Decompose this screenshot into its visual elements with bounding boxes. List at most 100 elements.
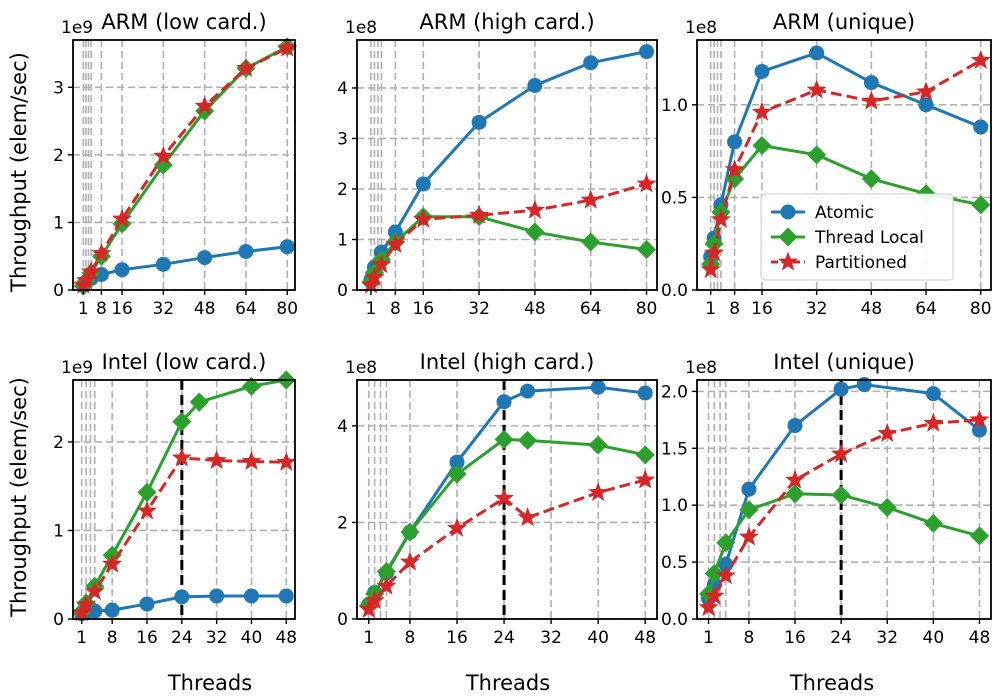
- data-point: [727, 134, 743, 150]
- data-point: [590, 379, 606, 395]
- y-tick-label: 0: [53, 281, 64, 301]
- y-tick-label: 2: [53, 433, 64, 453]
- plot-frame: [356, 379, 658, 620]
- data-point: [637, 385, 653, 401]
- data-point: [194, 95, 215, 115]
- data-point: [639, 44, 655, 60]
- data-point: [81, 261, 102, 281]
- y-tick-label: 2: [53, 146, 64, 166]
- data-point: [112, 208, 133, 228]
- data-point: [635, 469, 656, 489]
- data-point: [413, 208, 434, 228]
- series-line: [369, 215, 647, 283]
- y-tick-label: 4: [337, 79, 348, 99]
- y-tick-label: 0: [337, 281, 348, 301]
- x-tick-label: 48: [524, 299, 546, 319]
- data-point: [863, 75, 879, 91]
- data-point: [700, 259, 721, 279]
- x-tick-label: 16: [111, 299, 133, 319]
- data-point: [524, 199, 545, 219]
- axis-scale-label: 1e8: [685, 18, 717, 38]
- data-point: [447, 464, 467, 484]
- data-point: [371, 254, 392, 274]
- y-tick-label: 2: [337, 513, 348, 533]
- data-point: [698, 597, 719, 617]
- x-axis-label: Threads: [465, 671, 550, 695]
- x-tick-label: 32: [806, 299, 828, 319]
- data-point: [704, 585, 725, 605]
- data-point: [923, 513, 943, 533]
- x-tick-label: 32: [468, 299, 490, 319]
- y-tick-label: 3: [53, 78, 64, 98]
- x-tick-label: 64: [915, 299, 937, 319]
- plot-frame: [696, 379, 992, 620]
- x-tick-label: 32: [153, 299, 175, 319]
- data-point: [751, 101, 772, 121]
- x-tick-label: 16: [784, 628, 806, 648]
- legend-label: Thread Local: [814, 228, 924, 248]
- data-point: [925, 386, 941, 402]
- data-point: [710, 209, 731, 229]
- plot-frame: [72, 39, 296, 291]
- data-point: [364, 590, 385, 610]
- x-tick-label: 32: [540, 628, 562, 648]
- data-point: [704, 563, 724, 583]
- y-tick-label: 3: [337, 129, 348, 149]
- data-point: [833, 381, 849, 397]
- data-point: [496, 394, 512, 410]
- y-tick-label: 0.5: [661, 188, 688, 208]
- x-tick-label: 8: [743, 628, 754, 648]
- data-point: [916, 81, 937, 101]
- x-tick-label: 40: [587, 628, 609, 648]
- data-point: [741, 481, 757, 497]
- data-point: [527, 77, 543, 93]
- x-tick-label: 24: [171, 628, 193, 648]
- plot-frame: [72, 379, 296, 620]
- data-point: [718, 556, 734, 572]
- x-tick-label: 8: [729, 299, 740, 319]
- data-point: [809, 45, 825, 61]
- panel-title: Intel (low card.): [102, 350, 267, 374]
- x-tick-label: 1: [705, 299, 716, 319]
- legend: Atomic Thread Local Partitioned: [760, 193, 954, 281]
- axis-scale-label: 1e8: [345, 358, 377, 378]
- data-point: [469, 204, 490, 224]
- data-point: [525, 222, 545, 242]
- data-point: [114, 262, 130, 278]
- x-tick-label: 64: [580, 299, 602, 319]
- series-line: [82, 245, 288, 287]
- data-point: [241, 450, 262, 470]
- data-point: [724, 159, 745, 179]
- data-point: [716, 533, 736, 553]
- x-tick-label: 48: [194, 299, 216, 319]
- axis-scale-label: 1e9: [61, 18, 93, 38]
- series-line: [369, 182, 647, 286]
- data-point: [243, 588, 259, 604]
- plot-frame: [696, 39, 992, 291]
- x-tick-label: 8: [107, 628, 118, 648]
- data-point: [581, 232, 601, 252]
- data-point: [235, 57, 256, 77]
- data-point: [139, 596, 155, 612]
- x-tick-label: 40: [923, 628, 945, 648]
- data-point: [385, 234, 406, 254]
- data-point: [376, 575, 397, 595]
- data-point: [209, 588, 225, 604]
- data-point: [494, 429, 514, 449]
- data-point: [861, 169, 881, 189]
- data-point: [752, 136, 772, 156]
- y-tick-label: 0.0: [661, 281, 688, 301]
- y-tick-label: 0: [337, 610, 348, 630]
- series-line: [369, 50, 647, 281]
- data-point: [831, 443, 852, 463]
- data-point: [471, 114, 487, 130]
- x-tick-label: 8: [405, 628, 416, 648]
- plot-frame: [356, 39, 658, 291]
- data-point: [400, 522, 420, 542]
- legend-marker: [780, 204, 796, 220]
- data-point: [637, 240, 657, 260]
- data-point: [84, 581, 105, 601]
